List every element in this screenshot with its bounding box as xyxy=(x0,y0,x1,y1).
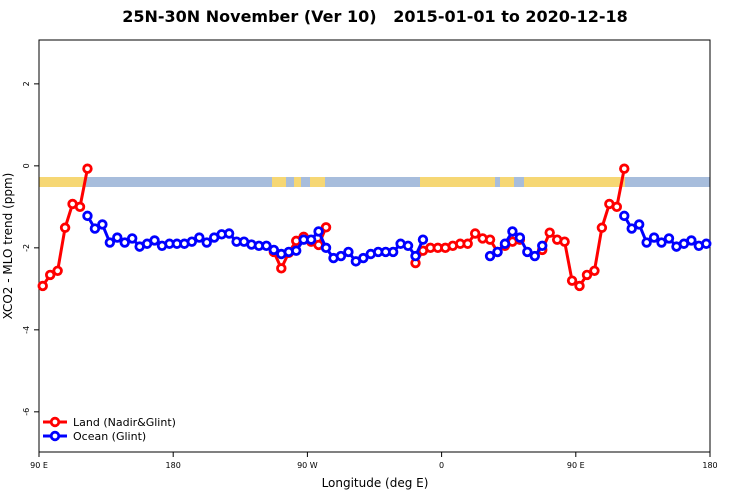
y-tick-label: -4 xyxy=(22,326,31,334)
y-tick-label: 2 xyxy=(22,81,31,86)
data-point xyxy=(633,219,645,230)
data-point xyxy=(544,227,555,238)
data-point xyxy=(194,232,205,243)
data-point xyxy=(119,237,130,248)
data-point xyxy=(641,237,652,248)
data-point xyxy=(37,280,48,292)
land-strip xyxy=(39,177,86,187)
land-strip xyxy=(500,177,514,187)
data-point xyxy=(305,234,317,245)
data-point xyxy=(276,263,287,274)
data-point xyxy=(559,236,570,247)
land-strip xyxy=(310,177,325,187)
land-strip xyxy=(524,177,625,187)
y-tick-label: 0 xyxy=(22,163,31,168)
data-point xyxy=(492,246,503,258)
data-point xyxy=(648,232,660,243)
legend-label: Land (Nadir&Glint) xyxy=(73,416,176,429)
data-point xyxy=(469,228,481,239)
y-tick-label: -6 xyxy=(22,408,31,416)
data-point xyxy=(104,237,116,248)
legend: Land (Nadir&Glint)Ocean (Glint) xyxy=(43,416,176,443)
data-point xyxy=(320,242,332,254)
data-point xyxy=(320,222,332,233)
data-point xyxy=(499,238,511,249)
chart-title: 25N-30N November (Ver 10) 2015-01-01 to … xyxy=(122,7,628,26)
data-point xyxy=(268,244,280,256)
data-point xyxy=(484,250,496,262)
data-point xyxy=(402,240,414,251)
data-point xyxy=(261,240,272,251)
data-point xyxy=(335,250,347,262)
legend-marker xyxy=(49,430,61,442)
data-point xyxy=(223,228,235,239)
land-strip xyxy=(294,177,301,187)
data-point xyxy=(89,223,101,234)
data-point xyxy=(686,235,697,246)
data-point xyxy=(574,280,585,292)
x-tick-label: 90 W xyxy=(297,461,318,470)
data-point xyxy=(387,246,399,258)
data-point xyxy=(596,222,608,233)
data-point xyxy=(484,234,496,245)
legend-label: Ocean (Glint) xyxy=(73,430,146,443)
land-strip xyxy=(420,177,495,187)
data-point xyxy=(343,246,354,258)
data-point xyxy=(619,210,630,222)
data-point xyxy=(52,265,63,277)
data-point xyxy=(410,250,421,262)
data-point xyxy=(619,163,630,174)
x-tick-label: 90 E xyxy=(30,461,48,470)
data-point xyxy=(59,222,71,233)
x-axis-title: Longitude (deg E) xyxy=(322,476,429,490)
ocean-strip xyxy=(39,177,710,187)
data-point xyxy=(514,232,526,243)
data-point xyxy=(186,236,198,247)
data-point xyxy=(201,237,212,248)
data-point xyxy=(656,237,667,248)
data-point xyxy=(626,223,637,234)
data-point xyxy=(507,226,518,237)
data-point xyxy=(112,232,123,243)
data-point xyxy=(74,201,86,213)
data-point xyxy=(589,265,600,277)
data-point xyxy=(537,240,548,251)
x-tick-label: 180 xyxy=(702,461,717,470)
x-tick-label: 90 E xyxy=(567,461,585,470)
data-point xyxy=(417,234,429,245)
surface-mask xyxy=(39,177,710,187)
data-point xyxy=(663,233,675,244)
data-point xyxy=(44,269,56,281)
data-point xyxy=(313,226,324,237)
data-point xyxy=(82,163,93,174)
data-point xyxy=(126,233,138,244)
data-point xyxy=(701,238,712,249)
legend-marker xyxy=(49,416,61,428)
data-point xyxy=(291,245,302,256)
data-point xyxy=(149,235,160,246)
data-point xyxy=(611,201,623,213)
data-point xyxy=(566,275,578,286)
x-tick-label: 0 xyxy=(439,461,444,470)
y-axis-title: XCO2 - MLO trend (ppm) xyxy=(1,173,15,320)
land-strip xyxy=(272,177,286,187)
data-point xyxy=(522,246,533,258)
x-tick-label: 180 xyxy=(166,461,181,470)
data-point xyxy=(581,269,593,281)
data-point xyxy=(529,250,540,262)
data-point xyxy=(82,210,93,222)
data-point xyxy=(462,238,473,249)
data-point xyxy=(97,219,108,230)
y-tick-label: -2 xyxy=(22,244,31,252)
data-point xyxy=(358,252,369,264)
